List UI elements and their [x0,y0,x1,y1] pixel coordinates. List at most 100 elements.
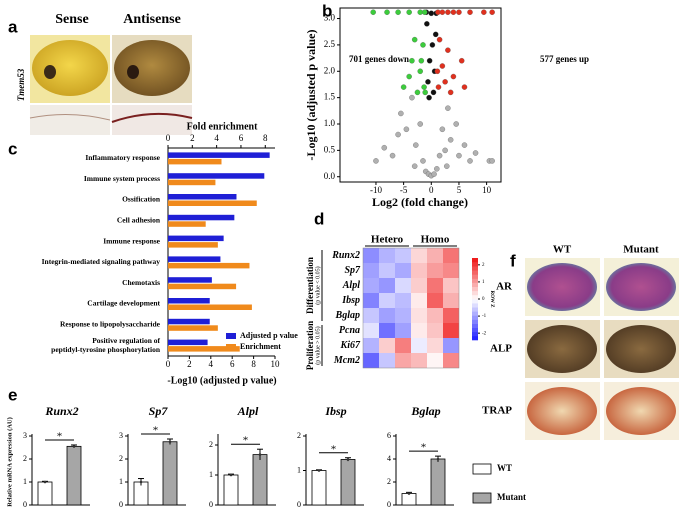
point [421,9,428,15]
y-tick-label: 2.0 [324,65,336,75]
category-label: Chemotaxis [122,278,160,287]
point [413,142,419,148]
chart-title: Ibsp [324,404,346,418]
column-label: Antisense [123,12,181,27]
point [406,73,412,80]
heat-cell [363,323,379,338]
heat-cell [411,293,427,308]
heat-cell [427,308,443,323]
point [414,89,421,96]
y-tick-label: 0.0 [324,171,336,181]
heat-cell [427,263,443,278]
category-label: Ossification [122,195,161,204]
row-label: Mcm2 [333,355,360,366]
point [444,163,450,169]
heat-cell [443,308,459,323]
image [112,105,192,135]
point [456,9,462,15]
colorbar-step [472,315,478,320]
significance: * [331,443,337,455]
category-label: Response to lipopolysaccharide [60,320,161,329]
y-tick-label: 0.5 [324,144,336,154]
y-tick-label: 1 [119,477,123,486]
category-label: Immune system process [84,174,160,183]
point [420,42,426,48]
group-label: Homo [421,234,450,246]
point [467,9,473,15]
y-tick-label: 1 [23,477,27,486]
row-label: Alpl [342,280,360,291]
row-label: Pcna [339,325,360,336]
point [411,36,418,43]
bar [168,256,221,262]
bar [168,179,216,186]
heat-cell [395,353,411,368]
colorbar-step [472,258,478,263]
point [381,144,388,151]
heat-cell [395,323,411,338]
image [29,113,111,121]
x-tick-label: 6 [230,359,235,369]
point [400,84,407,90]
heat-cell [395,263,411,278]
chart-title: Alpl [237,404,259,418]
legend-swatch [226,344,236,350]
point [429,42,436,48]
y-axis-label: Relative mRNA expression (AU) [6,417,13,507]
heat-cell [395,278,411,293]
row-label: TRAP [482,405,512,417]
colorbar-step [472,270,478,275]
x-tick-label: 4 [209,359,214,369]
significance: * [57,431,63,443]
point [395,131,401,138]
legend-swatch [226,333,236,339]
heat-cell [427,353,443,368]
colorbar-tick-label: 1 [482,280,485,285]
point [445,47,451,53]
bar [37,481,53,506]
bar [168,194,237,200]
row-group-note: (p value > 0.05) [314,326,321,364]
image [527,387,597,435]
point [453,121,459,127]
bar [168,152,270,158]
bar [168,304,252,310]
legend-swatch [472,463,492,475]
bar [168,325,218,331]
bar [168,242,218,248]
heat-cell [379,308,395,323]
bar [223,474,239,506]
x-tick-label: 2 [187,359,192,369]
heat-cell [411,263,427,278]
heat-cell [379,293,395,308]
point [430,89,437,96]
point [467,158,473,164]
bar [168,235,224,242]
y-tick-label: 3 [23,431,27,440]
category-label: Immune response [103,236,160,245]
colorbar-step [472,311,478,316]
heat-cell [427,338,443,353]
colorbar-title: ROW Z [489,291,494,309]
bar [168,339,208,346]
heat-cell [363,263,379,278]
x-axis-label: -Log10 (adjusted p value) [167,375,276,386]
heat-frame [362,247,460,369]
point [481,9,487,15]
row-label: Ibsp [341,295,360,306]
heat-cell [379,248,395,263]
heat-cell [443,323,459,338]
point [458,57,465,64]
y-tick-label: 1 [209,470,213,479]
replicate [168,440,172,444]
heat-cell [395,308,411,323]
y-tick-label: 1.0 [324,118,336,128]
image [44,65,56,79]
y-tick-label: 0 [119,500,123,509]
y-tick-label: 0 [297,500,301,509]
x-tick-label: 8 [251,359,256,369]
x-tick-label: -5 [400,185,408,195]
bar [311,470,327,506]
panel-label: e [8,385,17,404]
bar [401,493,417,506]
